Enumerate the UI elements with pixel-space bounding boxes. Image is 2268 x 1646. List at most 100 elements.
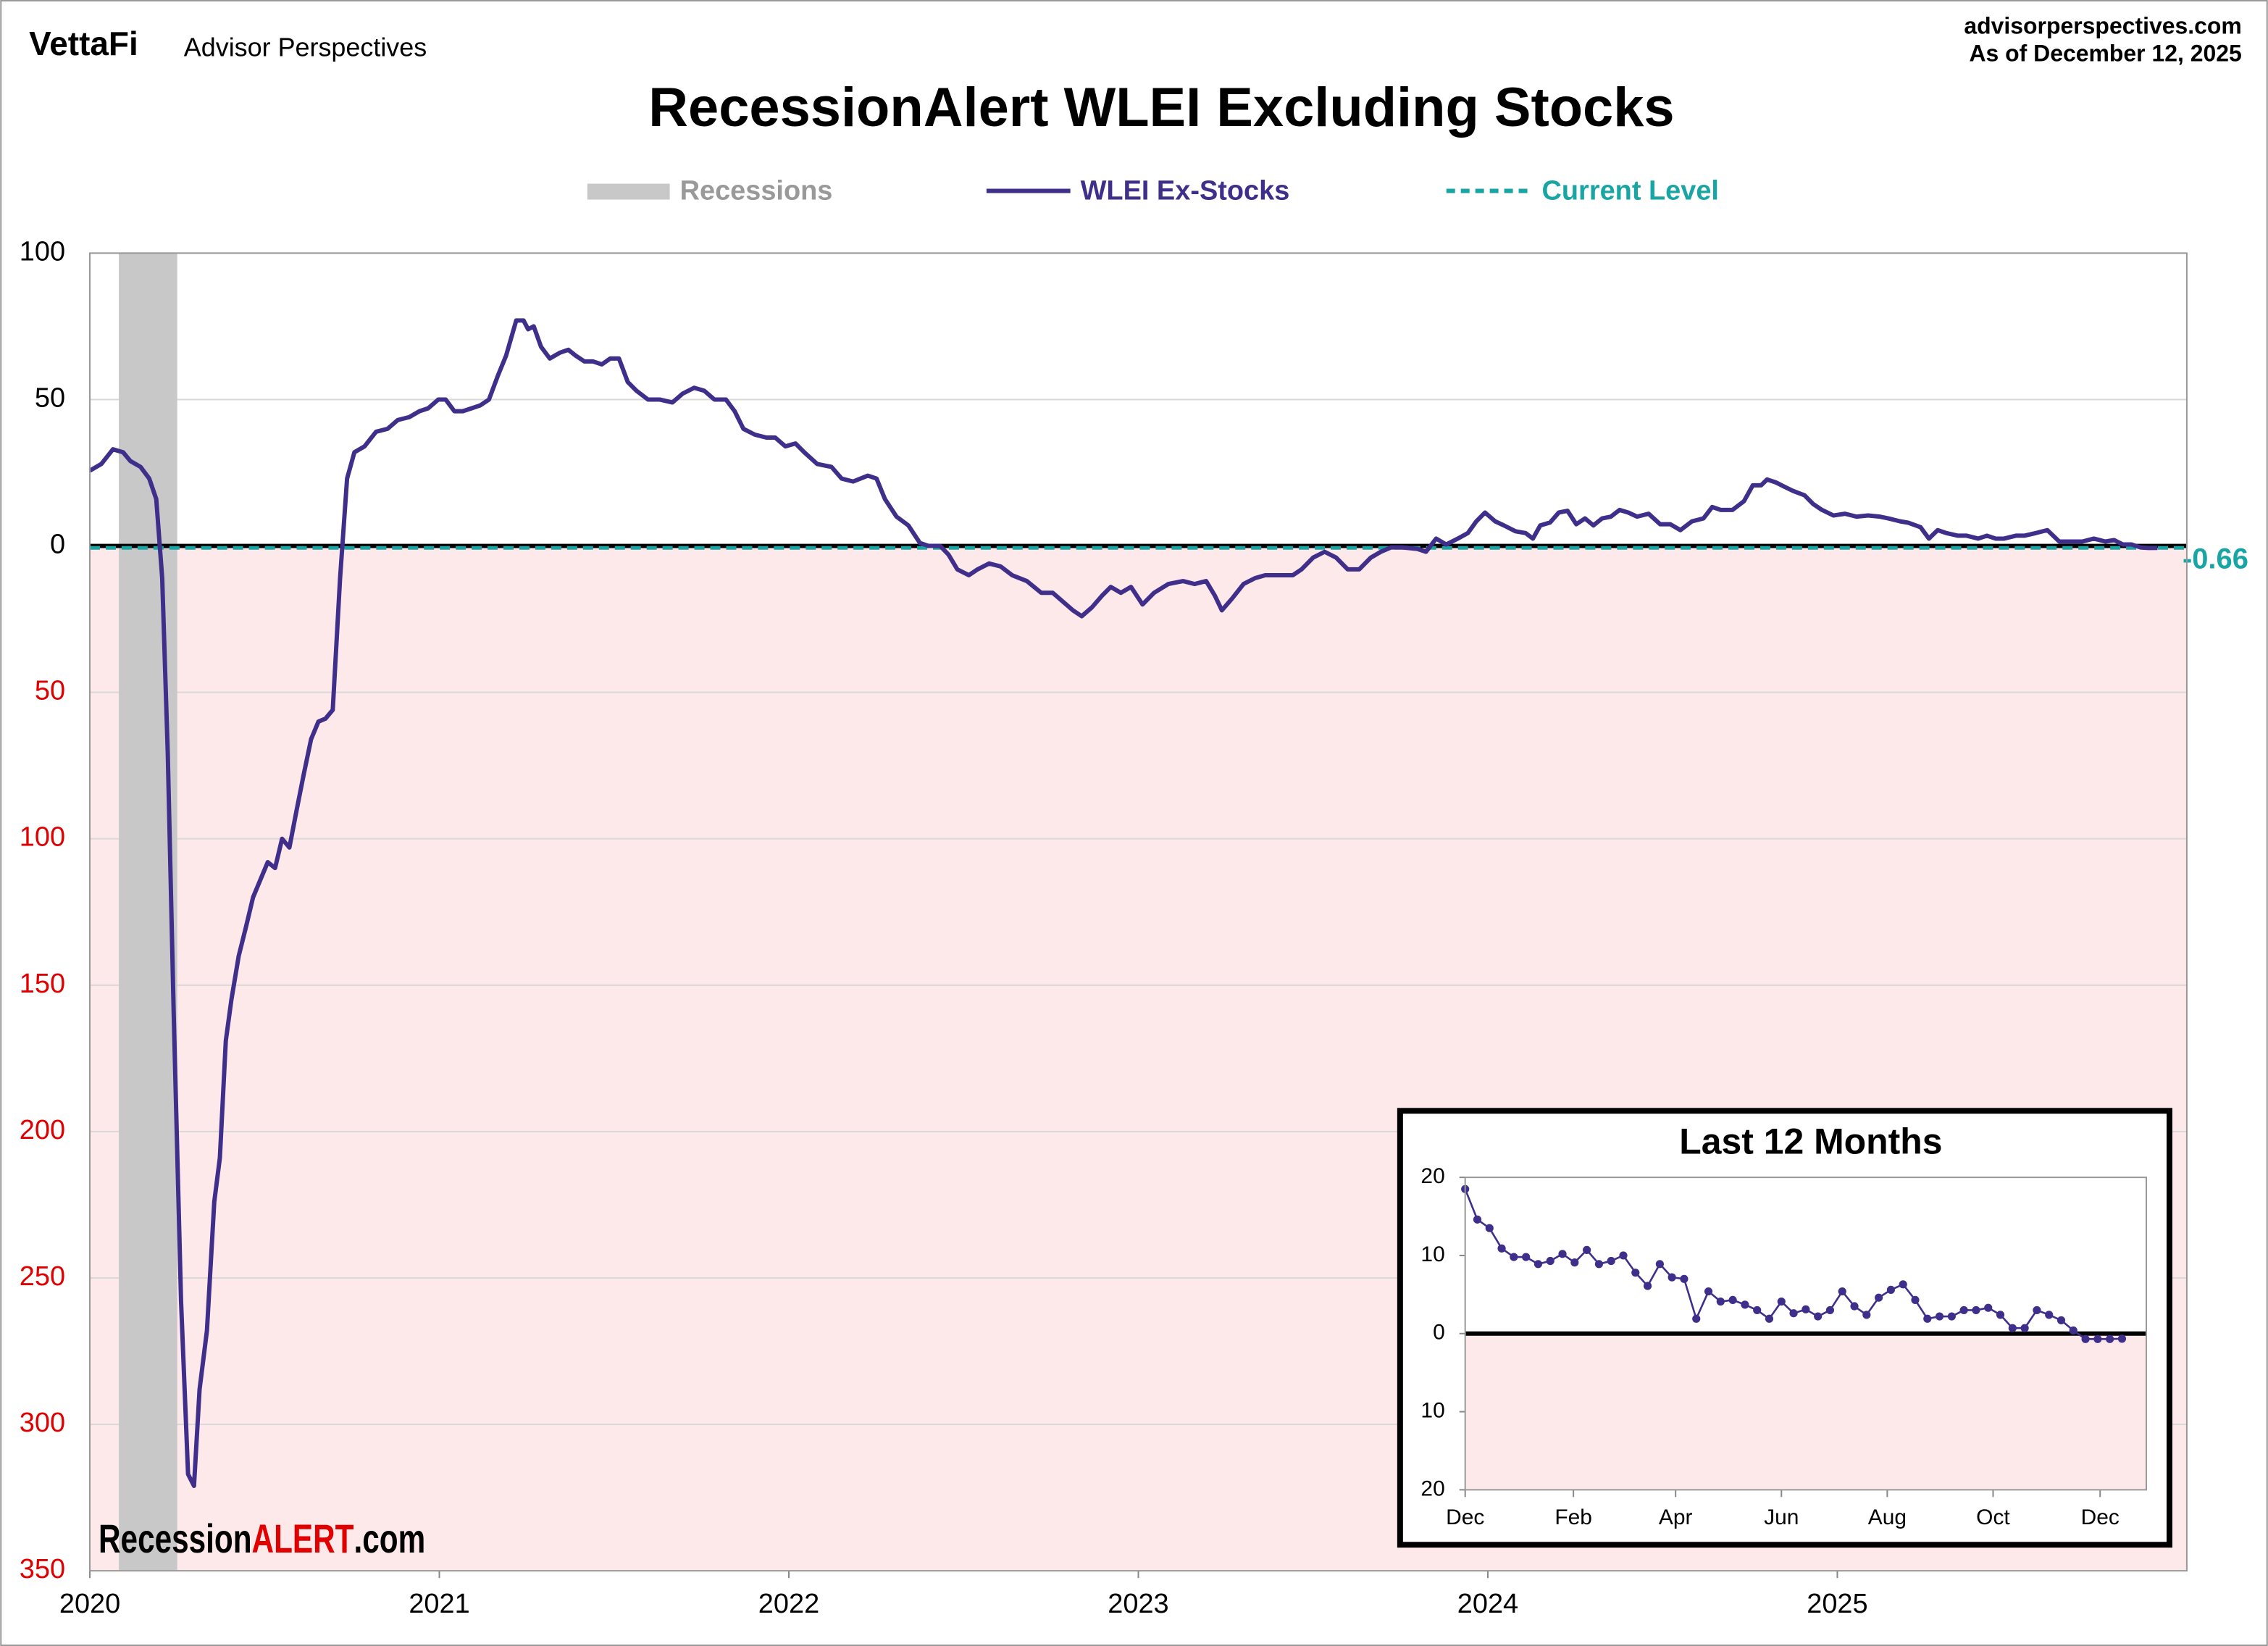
x-tick-label: 2023: [1108, 1589, 1168, 1619]
y-tick-label: 50: [35, 383, 65, 413]
data-point: [1947, 1312, 1956, 1321]
data-point: [1485, 1224, 1494, 1232]
y-tick-label: 350: [20, 1554, 65, 1584]
x-tick-label: 2021: [409, 1589, 469, 1619]
y-tick-label: 0: [1433, 1321, 1445, 1345]
as-of: As of December 12, 2025: [1969, 40, 2241, 66]
data-point: [1984, 1303, 1993, 1312]
y-tick-label: 150: [20, 969, 65, 999]
y-tick-label: 10: [1420, 1242, 1444, 1266]
plot-border: [89, 252, 2188, 1572]
data-point: [1533, 1260, 1543, 1269]
x-tick-label: Dec: [1446, 1505, 1484, 1529]
x-tick-label: Dec: [2081, 1505, 2120, 1529]
data-point: [1667, 1273, 1676, 1282]
data-point: [1996, 1311, 2005, 1319]
y-tick-label: 0: [50, 530, 65, 560]
data-point: [1802, 1305, 1810, 1313]
y-tick-label: 10: [1420, 1398, 1444, 1422]
data-point: [1716, 1297, 1725, 1306]
y-tick-label: 50: [35, 676, 65, 706]
legend-label: Current Level: [1542, 176, 1719, 206]
data-point: [1850, 1302, 1859, 1311]
data-point: [1558, 1250, 1567, 1258]
data-point: [2081, 1334, 2090, 1343]
data-point: [1838, 1287, 1846, 1296]
data-point: [2008, 1324, 2017, 1332]
data-point: [1911, 1295, 1920, 1304]
x-tick-label: 2024: [1457, 1589, 1518, 1619]
inset-title: Last 12 Months: [1679, 1121, 1942, 1161]
y-tick-label: 20: [1420, 1164, 1444, 1188]
data-point: [1631, 1269, 1640, 1277]
x-tick-label: Feb: [1554, 1505, 1592, 1529]
data-point: [1692, 1314, 1701, 1323]
x-tick-label: 2020: [59, 1589, 120, 1619]
data-point: [1680, 1274, 1689, 1283]
recession-band: [119, 253, 177, 1571]
watermark-part: ALERT: [252, 1516, 354, 1561]
watermark: RecessionALERT.com: [99, 1516, 425, 1561]
legend-label: Recessions: [680, 176, 833, 206]
data-point: [1886, 1285, 1896, 1294]
data-point: [1473, 1215, 1482, 1224]
y-tick-label: 100: [20, 236, 65, 267]
x-tick-label: 2025: [1807, 1589, 1867, 1619]
data-point: [1510, 1253, 1518, 1261]
x-tick-label: Oct: [1976, 1505, 2010, 1529]
y-tick-label: 100: [20, 822, 65, 853]
data-point: [2093, 1334, 2102, 1343]
legend-swatch: [587, 183, 670, 200]
data-point: [1789, 1309, 1798, 1318]
data-point: [1753, 1305, 1762, 1315]
y-tick-label: 20: [1420, 1476, 1444, 1500]
x-tick-label: 2022: [758, 1589, 819, 1619]
data-point: [1825, 1305, 1835, 1315]
data-point: [1546, 1256, 1554, 1266]
data-point: [1875, 1293, 1883, 1302]
data-point: [2045, 1311, 2054, 1319]
data-point: [1497, 1244, 1506, 1253]
data-point: [1619, 1251, 1628, 1260]
data-point: [2106, 1334, 2114, 1343]
data-point: [1607, 1256, 1615, 1266]
data-point: [2056, 1316, 2066, 1325]
data-point: [1935, 1312, 1944, 1321]
data-point: [1899, 1280, 1907, 1289]
data-point: [1655, 1260, 1664, 1269]
data-point: [1741, 1300, 1749, 1309]
x-tick-label: Apr: [1659, 1505, 1693, 1529]
data-point: [1923, 1314, 1932, 1323]
data-point: [2069, 1326, 2077, 1335]
data-point: [1777, 1297, 1786, 1306]
chart-title: RecessionAlert WLEI Excluding Stocks: [648, 77, 1674, 138]
watermark-part: Recession: [99, 1516, 252, 1561]
data-point: [1765, 1314, 1774, 1323]
brand-sub: Advisor Perspectives: [184, 32, 427, 62]
data-point: [1522, 1253, 1531, 1261]
data-point: [1728, 1295, 1737, 1304]
data-point: [1959, 1305, 1968, 1315]
data-point: [2020, 1324, 2029, 1332]
data-point: [1643, 1282, 1652, 1290]
data-point: [2033, 1305, 2041, 1315]
x-tick-label: Aug: [1868, 1505, 1907, 1529]
brand: VettaFi: [29, 25, 138, 62]
current-level-label: -0.66: [2183, 543, 2248, 575]
data-point: [1972, 1305, 1980, 1315]
data-point: [2117, 1334, 2127, 1343]
data-point: [1570, 1258, 1579, 1267]
y-tick-label: 300: [20, 1408, 65, 1438]
watermark-part: .com: [354, 1516, 426, 1561]
y-tick-label: 200: [20, 1115, 65, 1145]
data-point: [1594, 1260, 1603, 1269]
site: advisorperspectives.com: [1964, 12, 2241, 38]
data-point: [1583, 1245, 1591, 1254]
data-point: [1704, 1287, 1713, 1296]
data-point: [1862, 1311, 1871, 1319]
legend-label: WLEI Ex-Stocks: [1081, 176, 1290, 206]
plot-border: [1464, 1177, 2148, 1491]
